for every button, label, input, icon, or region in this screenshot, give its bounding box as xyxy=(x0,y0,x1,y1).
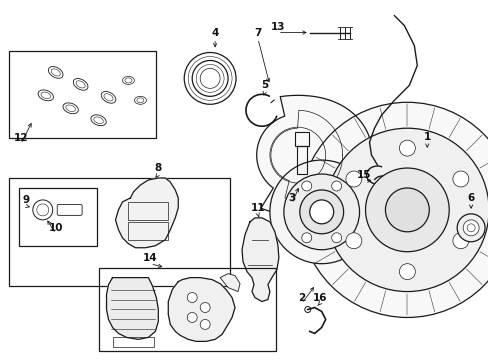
Circle shape xyxy=(309,200,333,224)
Text: 8: 8 xyxy=(154,163,162,173)
Circle shape xyxy=(200,302,210,312)
Polygon shape xyxy=(242,218,278,302)
Text: 16: 16 xyxy=(312,293,326,302)
Text: 12: 12 xyxy=(14,133,28,143)
Polygon shape xyxy=(106,278,158,339)
Circle shape xyxy=(456,214,484,242)
Circle shape xyxy=(299,102,488,318)
Text: 2: 2 xyxy=(298,293,305,302)
Text: 10: 10 xyxy=(48,223,63,233)
Circle shape xyxy=(345,171,361,187)
Text: 5: 5 xyxy=(261,80,268,90)
Bar xyxy=(294,132,308,146)
Polygon shape xyxy=(168,278,235,341)
Bar xyxy=(112,337,154,347)
Circle shape xyxy=(345,233,361,249)
Circle shape xyxy=(325,128,488,292)
Text: 7: 7 xyxy=(254,28,261,37)
Text: 6: 6 xyxy=(467,193,474,203)
Circle shape xyxy=(187,312,197,323)
Circle shape xyxy=(365,168,448,252)
Circle shape xyxy=(283,174,359,250)
Bar xyxy=(128,222,168,240)
Text: 4: 4 xyxy=(211,28,218,37)
Circle shape xyxy=(462,220,478,236)
Circle shape xyxy=(200,319,210,329)
Circle shape xyxy=(399,140,414,156)
Bar xyxy=(19,188,96,246)
Circle shape xyxy=(301,233,311,243)
Circle shape xyxy=(301,181,311,191)
Text: 14: 14 xyxy=(143,253,157,263)
Bar xyxy=(296,146,306,174)
Circle shape xyxy=(399,264,414,280)
Text: 1: 1 xyxy=(423,132,430,142)
Circle shape xyxy=(331,181,341,191)
Circle shape xyxy=(269,160,373,264)
Bar xyxy=(9,50,156,138)
Bar xyxy=(128,202,168,220)
Polygon shape xyxy=(256,95,372,215)
Circle shape xyxy=(452,171,468,187)
Text: 11: 11 xyxy=(250,203,264,213)
Text: 9: 9 xyxy=(22,195,29,205)
Circle shape xyxy=(187,293,197,302)
Bar xyxy=(9,178,229,285)
Circle shape xyxy=(299,190,343,234)
Text: 13: 13 xyxy=(270,22,285,32)
Text: 15: 15 xyxy=(357,170,371,180)
Bar xyxy=(99,268,275,351)
Circle shape xyxy=(385,188,428,232)
Polygon shape xyxy=(220,274,240,292)
Circle shape xyxy=(331,233,341,243)
Text: 3: 3 xyxy=(287,193,295,203)
Polygon shape xyxy=(115,178,178,248)
Circle shape xyxy=(452,233,468,249)
